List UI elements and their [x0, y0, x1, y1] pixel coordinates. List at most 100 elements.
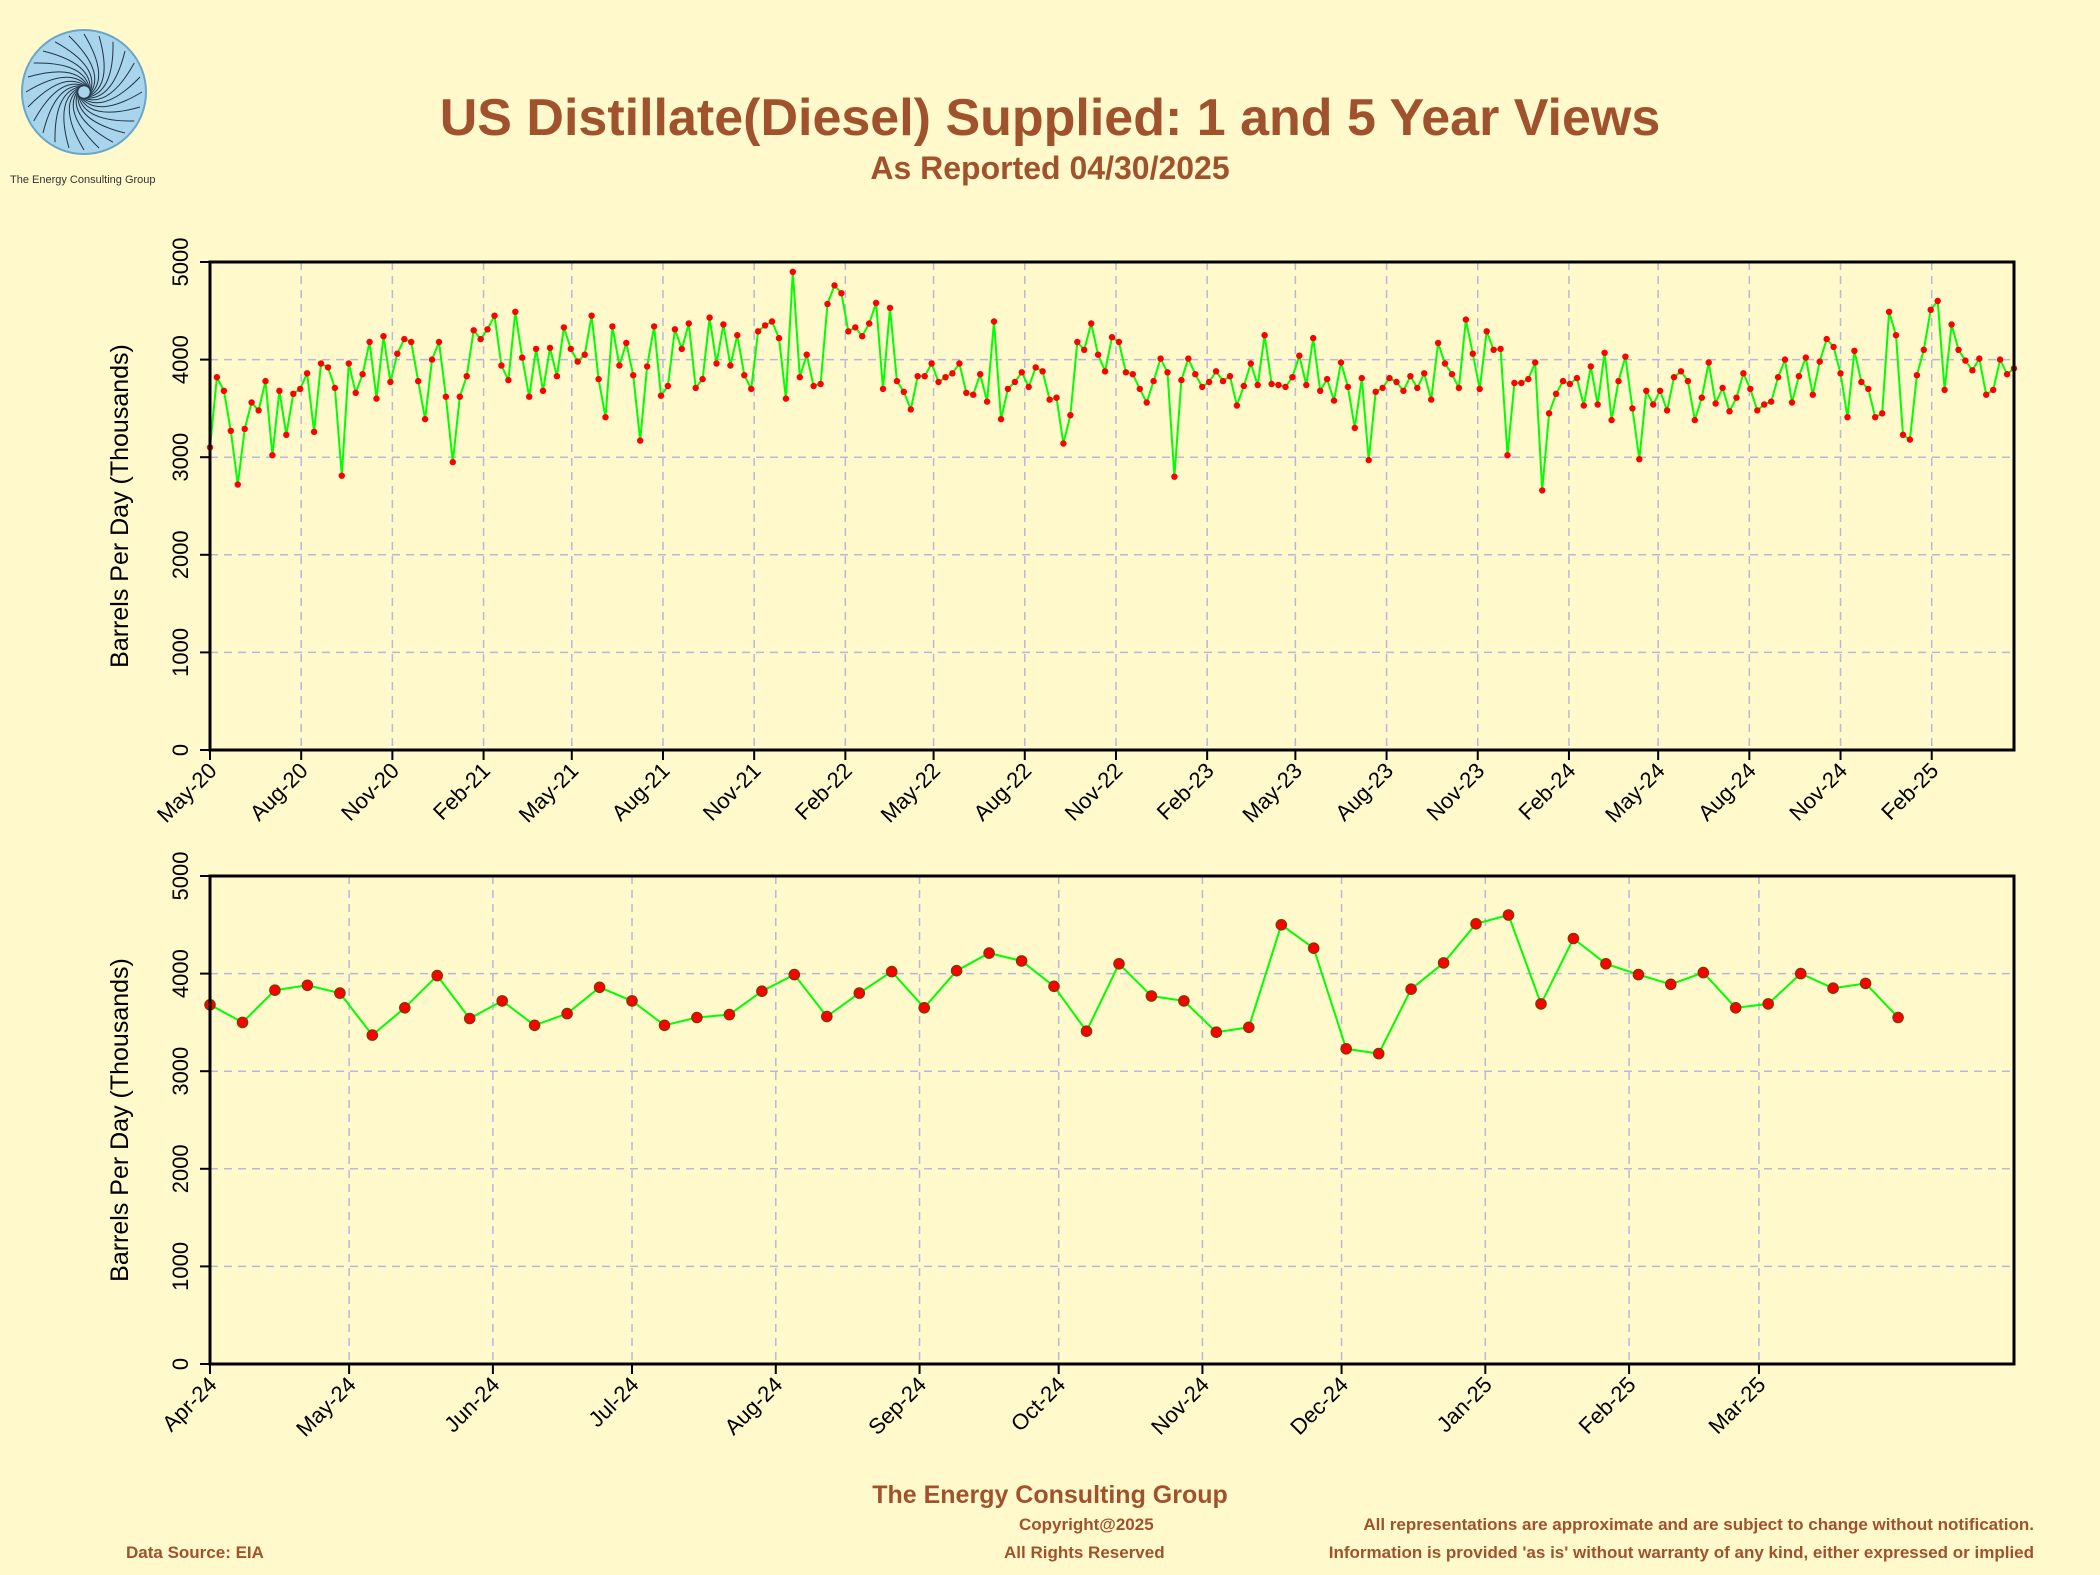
chart1-data-point [1192, 371, 1199, 378]
chart1-data-point [678, 345, 685, 353]
chart1-data-point [1518, 379, 1525, 387]
chart1-data-point [1455, 384, 1463, 392]
chart1-data-point [1441, 360, 1449, 367]
chart2-data-point [1145, 990, 1158, 1002]
chart1-data-point [1143, 399, 1150, 406]
chart1-data-point [1879, 410, 1886, 417]
chart1-data-point [1053, 394, 1060, 401]
chart1-data-point [1178, 376, 1185, 384]
chart2-data-point [788, 968, 801, 981]
chart2-data-point [1015, 955, 1028, 967]
chart2-xtick-label: Feb-25 [1574, 1372, 1641, 1439]
chart1-data-point [387, 378, 394, 386]
chart1-data-point [1497, 345, 1504, 353]
chart1-data-point [1185, 355, 1192, 362]
chart1-ytick-label: 2000 [168, 530, 193, 579]
chart2-data-point [691, 1011, 703, 1024]
chart-title: US Distillate(Diesel) Supplied: 1 and 5 … [439, 89, 1661, 147]
chart2-data-point [1372, 1047, 1385, 1060]
chart1-data-point [1310, 334, 1317, 342]
chart1-data-point [1650, 401, 1657, 408]
chart1-data-point [1434, 339, 1442, 347]
chart1-data-point [1372, 388, 1379, 395]
chart1-data-point [1074, 338, 1081, 346]
chart2-ytick-label: 3000 [168, 1047, 193, 1096]
chart1-ytick-label: 5000 [168, 238, 193, 287]
chart1-data-point [491, 312, 498, 319]
chart1-data-point [1733, 394, 1740, 401]
chart2-data-point [1307, 942, 1320, 954]
chart1-data-point [1289, 374, 1296, 381]
chart1-data-point [435, 338, 443, 346]
chart2-data-point [723, 1008, 736, 1021]
chart1-data-point [1330, 397, 1338, 404]
chart1-data-point [470, 327, 477, 334]
chart1-data-point [1379, 384, 1386, 392]
chart2-data-point [1600, 957, 1612, 970]
chart1-xtick-label: Nov-23 [1421, 758, 1489, 826]
chart1-data-point [1761, 401, 1768, 408]
chart1-data-point [1296, 352, 1303, 359]
chart1-data-point [789, 268, 796, 275]
chart1-data-point [1844, 414, 1851, 421]
chart1-data-point [1781, 356, 1789, 363]
chart1-ytick-label: 4000 [168, 335, 193, 384]
chart1-data-point [546, 344, 554, 352]
chart2-data-point [528, 1019, 541, 1032]
chart1-data-point [734, 332, 741, 339]
chart1-data-point [1115, 338, 1123, 346]
chart1-data-point [276, 387, 283, 394]
chart2-data-point [1892, 1011, 1904, 1024]
chart1-data-point [1774, 374, 1782, 381]
chart1-data-point [1899, 431, 1907, 438]
chart1-data-point [831, 282, 838, 289]
chart2-data-point [983, 947, 995, 959]
chart1-data-point [630, 372, 637, 379]
chart1-data-point [1233, 402, 1241, 409]
chart1-data-point [845, 328, 852, 335]
chart2-ytick-label: 5000 [168, 852, 193, 901]
chart1-data-point [1428, 396, 1435, 403]
chart1-data-point [1483, 328, 1490, 335]
chart2-data-point [918, 1001, 930, 1014]
chart1-data-point [1795, 373, 1803, 380]
chart2-data-point [269, 984, 281, 996]
chart1-data-point [664, 382, 672, 390]
chart1-data-point [1983, 391, 1990, 398]
chart1-data-point [1351, 424, 1359, 432]
chart1-data-point [1303, 381, 1310, 389]
chart1-data-point [345, 360, 352, 367]
chart1-data-point [768, 318, 776, 325]
chart1-data-point [553, 373, 561, 380]
chart1-data-point [1573, 374, 1581, 382]
chart1-data-point [1490, 346, 1497, 353]
chart1-data-point [706, 314, 713, 321]
chart1-data-point [234, 481, 241, 488]
chart1-data-point [262, 377, 269, 385]
chart1-data-point [1532, 359, 1539, 366]
chart1-data-point [220, 387, 228, 394]
chart1-data-point [1872, 414, 1879, 421]
chart1-data-point [428, 356, 436, 363]
chart1-data-point [1858, 378, 1865, 386]
chart1-data-point [963, 389, 970, 396]
chart2-data-point [1470, 917, 1482, 930]
chart1-data-point [1643, 387, 1650, 394]
chart1-data-point [754, 328, 762, 335]
chart1-data-point [970, 391, 977, 398]
chart1-data-point [505, 376, 512, 384]
chart1-xtick-label: Feb-21 [428, 758, 495, 825]
chart1-data-point [1934, 297, 1941, 305]
chart1-data-point [456, 393, 463, 400]
chart1-data-point [838, 290, 845, 297]
chart1-data-point [373, 395, 380, 402]
chart1-data-point [720, 321, 727, 328]
footer-disclaimer-1: All representations are approximate and … [1363, 1515, 2034, 1534]
chart1-data-point [415, 377, 422, 385]
chart1-data-point [1539, 487, 1546, 494]
chart1-data-point [1788, 399, 1796, 406]
chart1-data-point [761, 322, 769, 329]
chart1-data-point [1129, 371, 1137, 378]
chart1-series-line [210, 271, 2014, 491]
